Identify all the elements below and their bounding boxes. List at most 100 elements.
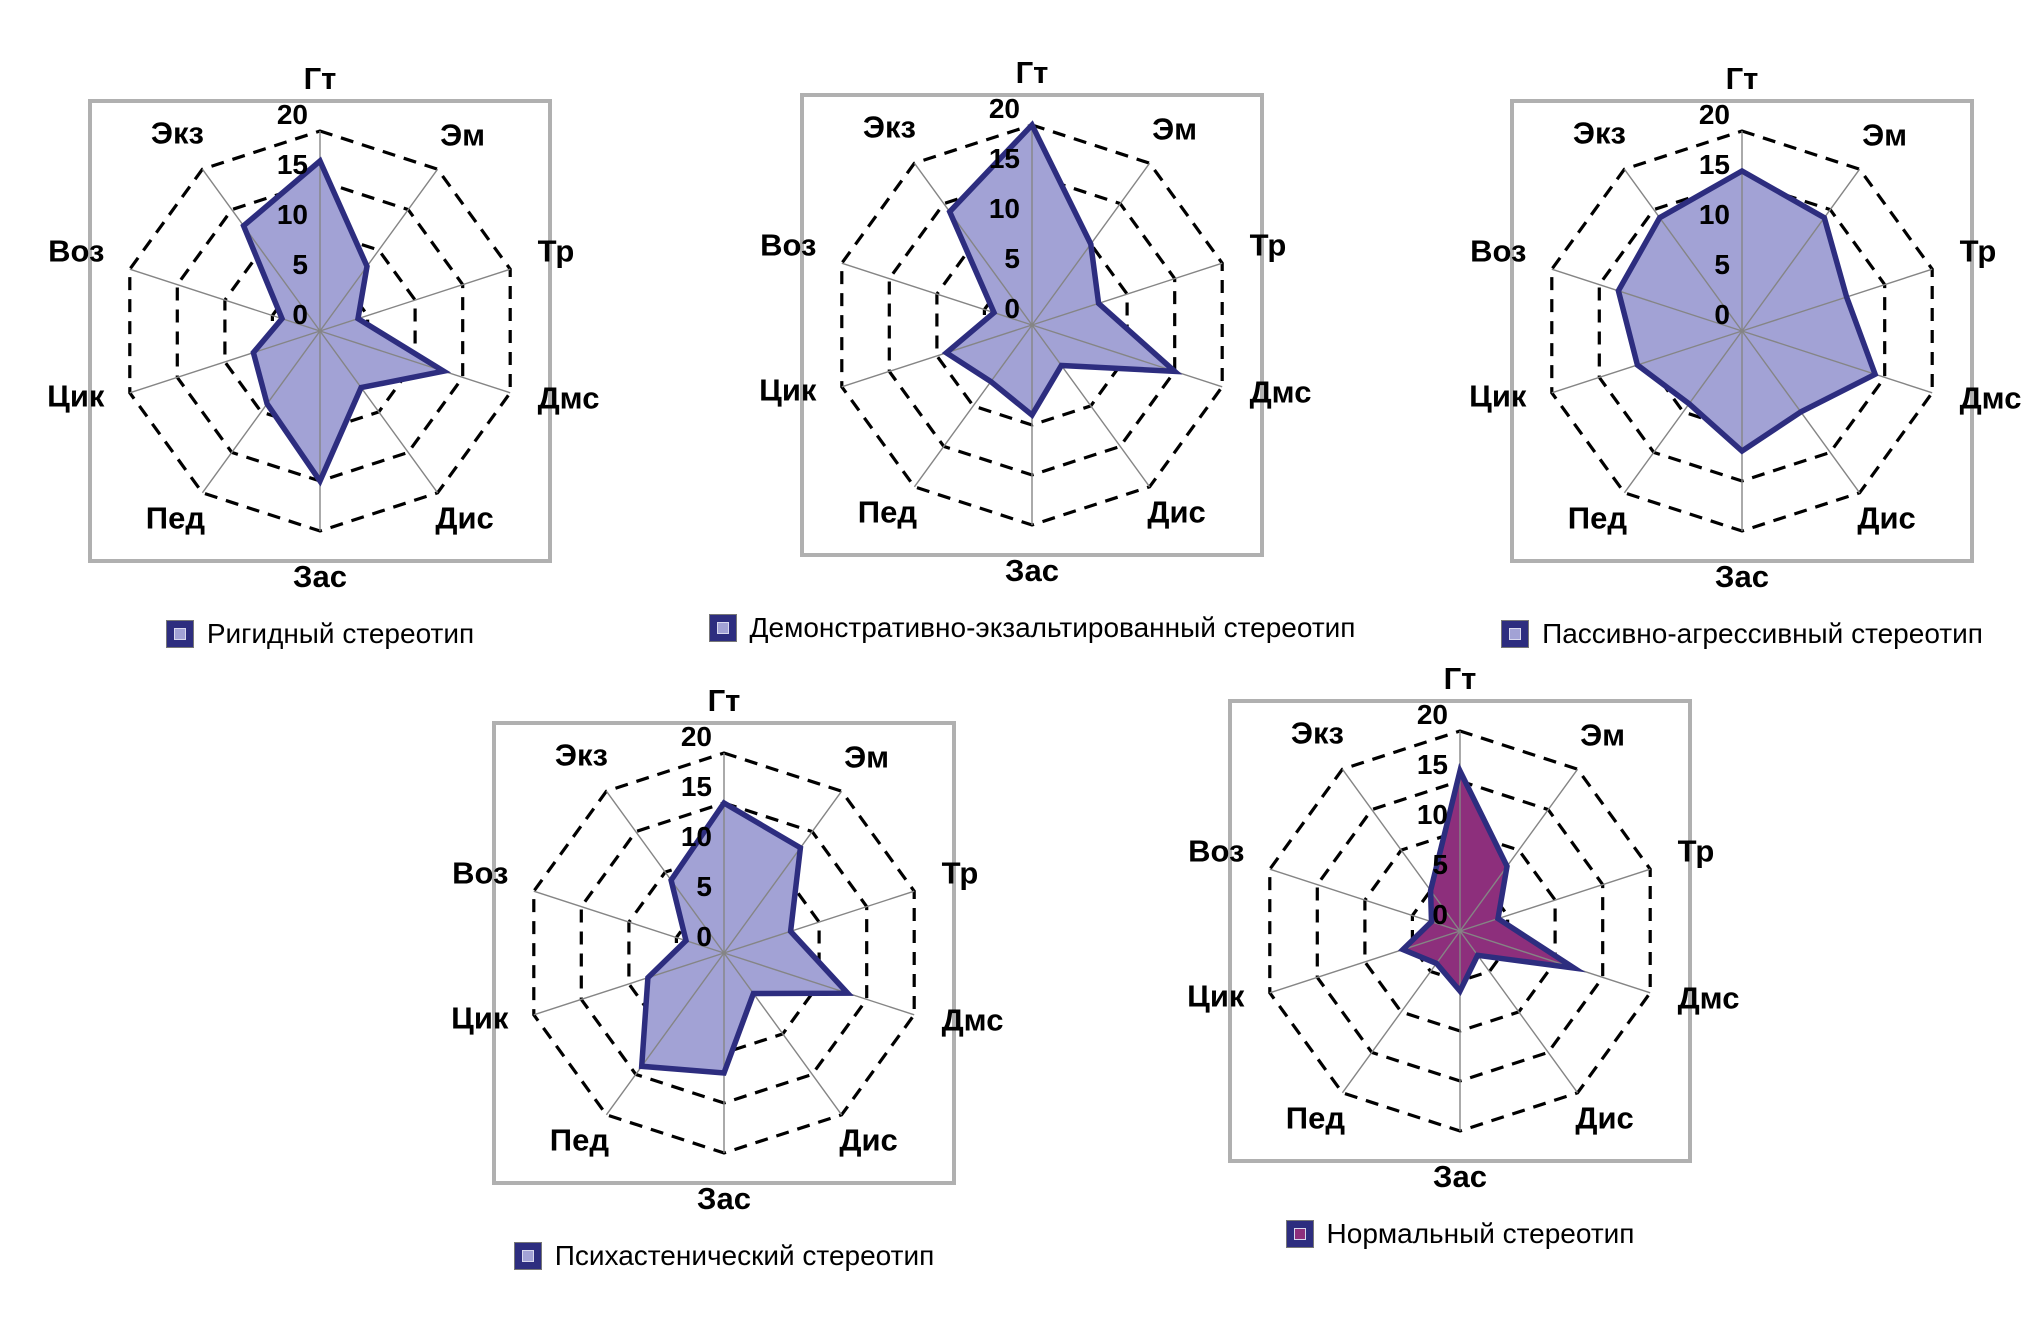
axis-spoke	[1623, 330, 1743, 494]
axis-spoke	[913, 162, 1033, 326]
axis-label: Дмс	[942, 1003, 1004, 1038]
axis-label: Эм	[440, 118, 485, 153]
tick-label: 15	[681, 771, 712, 802]
tick-label: 10	[1417, 799, 1448, 830]
axis-spoke	[723, 790, 843, 954]
legend-label: Ригидный стереотип	[206, 618, 475, 649]
axis-label: Дмс	[1960, 381, 2022, 416]
axis-spoke	[605, 790, 725, 954]
axis-label: Воз	[760, 228, 816, 263]
axis-label: Гт	[304, 61, 337, 96]
radar-chart-rigid: 0 5 10 15 20 Гт Эм Тр Дмс Дис Зас Пед Цик Воз Экз Риги…	[0, 6, 640, 650]
data-outline	[638, 799, 854, 1076]
axis-label: Зас	[1433, 1159, 1487, 1194]
axis-label: Эм	[1862, 118, 1907, 153]
axis-spoke	[1459, 868, 1651, 932]
axis-spoke	[1551, 268, 1743, 332]
axis-label: Дис	[1147, 495, 1205, 530]
legend-marker-inner-icon	[716, 622, 729, 634]
legend: Демонстративно-экзальтированный стереоти…	[708, 612, 1355, 644]
legend: Нормальный стереотип	[1140, 1218, 1780, 1250]
legend: Пассивно-агрессивный стереотип	[1422, 618, 2041, 650]
legend-label: Демонстративно-экзальтированный стереоти…	[749, 612, 1356, 643]
data-outline	[941, 120, 1183, 420]
axis-spoke	[201, 168, 321, 332]
axis-spoke	[1741, 268, 1933, 332]
tick-label: 15	[1417, 749, 1448, 780]
data-outline	[240, 156, 452, 487]
axis-label: Дис	[839, 1123, 897, 1158]
axis-spoke	[319, 168, 439, 332]
axis-label: Цик	[1187, 979, 1245, 1014]
radar-chart-psychasthenic: 0 5 10 15 20 Гт Эм Тр Дмс Дис Зас Пед Цик Воз Экз Псих…	[404, 628, 1044, 1272]
axis-label: Тр	[538, 234, 575, 269]
axis-label: Зас	[293, 559, 347, 594]
axis-label: Пед	[1286, 1101, 1346, 1136]
legend: Психастенический стереотип	[404, 1240, 1044, 1272]
tick-label: 20	[277, 99, 308, 130]
axis-spoke	[1341, 768, 1461, 932]
axis-label: Пед	[858, 495, 918, 530]
tick-label: 20	[681, 721, 712, 752]
axis-label: Тр	[1678, 834, 1715, 869]
tick-label: 15	[1699, 149, 1730, 180]
axis-label: Дмс	[1678, 981, 1740, 1016]
legend-marker-icon	[165, 620, 194, 648]
axis-label: Воз	[1188, 834, 1244, 869]
axis-spoke	[1623, 168, 1743, 332]
axis-spoke	[129, 268, 321, 332]
axis-spoke	[1269, 868, 1461, 932]
data-outline	[1397, 763, 1586, 996]
radar-plot-container: 0 5 10 15 20 Гт Эм Тр Дмс Дис Зас Пед Цик Воз Экз	[712, 0, 1352, 600]
data-area	[243, 161, 444, 481]
legend: Ригидный стереотип	[0, 618, 640, 650]
legend-label: Нормальный стереотип	[1326, 1218, 1635, 1249]
axis-spoke	[1459, 768, 1579, 932]
axis-spoke	[913, 324, 1033, 488]
legend-marker-inner-icon	[521, 1250, 534, 1262]
axis-label: Дис	[1857, 501, 1915, 536]
axis-spoke	[723, 952, 843, 1116]
axis-spoke	[723, 890, 915, 954]
axis-spoke	[319, 330, 511, 394]
legend-marker-inner-icon	[173, 628, 186, 640]
axis-spoke	[533, 890, 725, 954]
axis-spoke	[129, 330, 321, 394]
radar-plot-container: 0 5 10 15 20 Гт Эм Тр Дмс Дис Зас Пед Цик Воз Экз	[1140, 606, 1780, 1206]
axis-label: Экз	[151, 116, 204, 151]
axis-label: Гт	[1444, 661, 1477, 696]
axis-label: Цик	[759, 373, 817, 408]
axis-label: Зас	[697, 1181, 751, 1216]
data-outline	[1615, 167, 1879, 455]
axis-label: Пед	[550, 1123, 610, 1158]
legend-marker-inner-icon	[1293, 1228, 1306, 1240]
tick-label: 20	[989, 93, 1020, 124]
tick-label: 0	[292, 299, 308, 330]
legend-marker-icon	[708, 614, 737, 642]
axis-label: Дмс	[1250, 375, 1312, 410]
axis-label: Пед	[146, 501, 206, 536]
axis-spoke	[1741, 168, 1861, 332]
legend-label: Пассивно-агрессивный стереотип	[1542, 618, 1983, 649]
axis-spoke	[1551, 330, 1743, 394]
axis-label: Цик	[451, 1001, 509, 1036]
axis-label: Зас	[1005, 553, 1059, 588]
axis-spoke	[533, 952, 725, 1016]
tick-label: 10	[277, 199, 308, 230]
data-area	[1618, 171, 1876, 451]
tick-label: 20	[1699, 99, 1730, 130]
tick-label: 10	[989, 193, 1020, 224]
axis-spoke	[1341, 930, 1461, 1094]
axis-label: Экз	[1573, 116, 1626, 151]
axis-spoke	[723, 952, 915, 1016]
axis-label: Тр	[1960, 234, 1997, 269]
axis-spoke	[1459, 930, 1651, 994]
radar-chart-demonstrative: 0 5 10 15 20 Гт Эм Тр Дмс Дис Зас Пед Цик Воз Экз Демо…	[708, 0, 1355, 644]
axis-label: Воз	[48, 234, 104, 269]
axis-label: Зас	[1715, 559, 1769, 594]
axis-spoke	[605, 952, 725, 1116]
axis-spoke	[1031, 324, 1151, 488]
